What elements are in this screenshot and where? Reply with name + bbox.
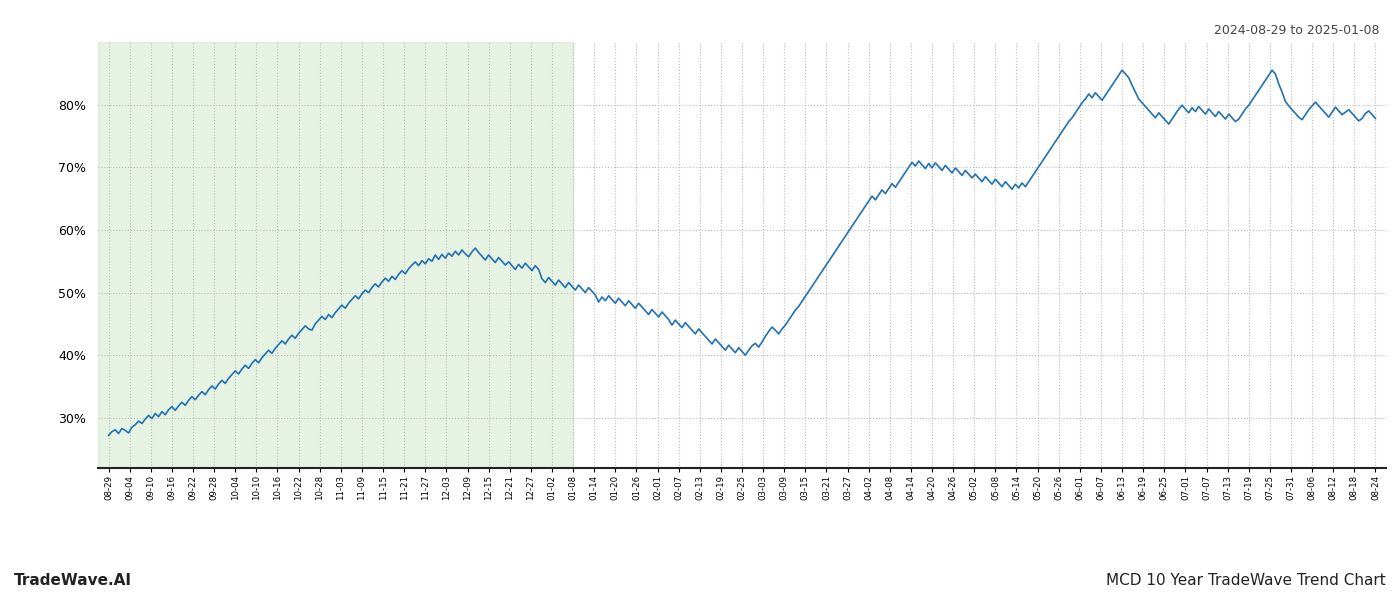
Text: 2024-08-29 to 2025-01-08: 2024-08-29 to 2025-01-08 — [1214, 24, 1379, 37]
Bar — [98, 42, 573, 468]
Text: TradeWave.AI: TradeWave.AI — [14, 573, 132, 588]
Text: MCD 10 Year TradeWave Trend Chart: MCD 10 Year TradeWave Trend Chart — [1106, 573, 1386, 588]
